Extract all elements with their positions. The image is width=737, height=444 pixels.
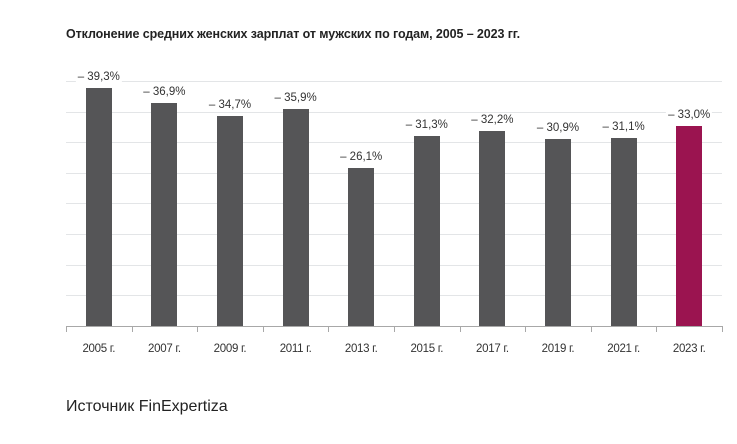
x-axis-tick [525,326,526,332]
value-label: – 36,9% [141,85,188,98]
category-label: 2015 г. [410,343,444,355]
value-label: – 31,3% [403,119,450,132]
category-label: 2009 г. [213,343,247,355]
bar-chart-plot: – 39,3% 2005 г. – 36,9% 2007 г. – 34,7% 2009 … [66,71,723,355]
gridline [66,234,722,235]
bar-2011 [282,108,309,326]
category-label: 2019 г. [541,343,575,355]
bar-2023 [676,126,703,326]
bar-2019 [545,138,571,326]
category-label: 2011 г. [279,343,312,355]
value-label: – 34,7% [206,98,254,111]
bar-2015 [413,136,440,326]
category-label: 2023 г. [672,343,706,355]
value-label: – 39,3% [75,71,122,83]
x-axis-tick [328,326,329,332]
x-axis-tick [460,326,461,332]
x-axis-tick [263,326,264,332]
bar-2007 [151,102,178,326]
bar-2005 [85,88,112,326]
value-label: – 26,1% [338,150,385,163]
category-label: 2005 г. [82,343,116,355]
gridline [66,264,722,266]
x-axis-tick [394,326,395,332]
gridline [66,81,722,82]
source-caption: Источник FinExpertiza [66,398,228,415]
bar-2021 [610,137,637,326]
gridline [66,142,722,144]
gridline [66,172,722,174]
chart-title: Отклонение средних женских зарплат от му… [66,27,521,41]
value-label: – 31,1% [600,120,647,133]
value-label: – 32,2% [469,113,516,126]
x-axis-tick [591,326,592,332]
x-axis-tick [66,326,67,332]
category-label: 2013 г. [344,343,378,355]
value-label: – 30,9% [534,121,582,134]
x-axis-tick [132,326,133,332]
bar-2013 [348,167,375,326]
gridline [66,295,722,297]
bar-2017 [479,130,506,326]
x-axis-tick [722,326,723,332]
category-label: 2007 г. [148,343,181,355]
category-label: 2021 г. [607,343,640,355]
gridline [66,111,722,113]
bar-2009 [217,115,243,326]
value-label: – 33,0% [666,109,713,122]
gridline [66,203,722,205]
category-label: 2017 г. [476,343,509,355]
x-axis-tick [197,326,198,332]
x-axis-tick [656,326,657,332]
value-label: – 35,9% [272,91,319,104]
